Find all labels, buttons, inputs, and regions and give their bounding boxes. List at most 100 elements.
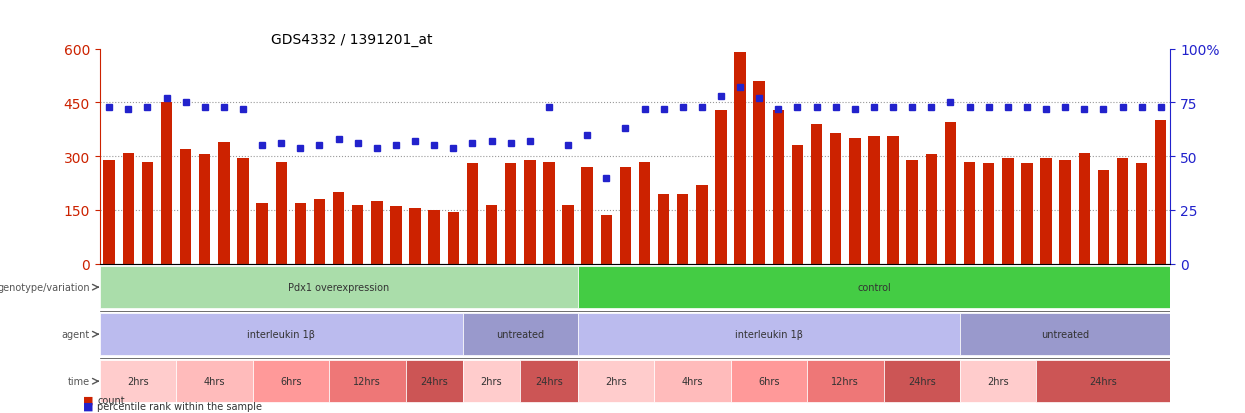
Bar	[984, 164, 995, 264]
Bar	[888, 137, 899, 264]
Bar	[332, 192, 345, 264]
Bar	[238, 159, 249, 264]
Bar	[463, 313, 578, 356]
Text: ■: ■	[83, 401, 93, 411]
Bar	[945, 123, 956, 264]
Bar	[773, 110, 784, 264]
Bar	[448, 212, 459, 264]
Bar	[960, 313, 1170, 356]
Text: ■: ■	[83, 395, 93, 405]
Text: 24hrs: 24hrs	[421, 376, 448, 386]
Bar	[100, 360, 176, 402]
Bar	[925, 155, 937, 264]
Bar	[906, 160, 918, 264]
Bar	[960, 360, 1037, 402]
Text: 12hrs: 12hrs	[354, 376, 381, 386]
Text: 4hrs: 4hrs	[204, 376, 225, 386]
Bar	[1098, 171, 1109, 264]
Bar	[295, 203, 306, 264]
Bar	[1021, 164, 1032, 264]
Bar	[218, 142, 229, 264]
Bar	[122, 153, 134, 264]
Text: percentile rank within the sample: percentile rank within the sample	[97, 401, 263, 411]
Bar	[563, 205, 574, 264]
Text: agent: agent	[62, 330, 90, 339]
Bar	[581, 168, 593, 264]
Bar	[1037, 360, 1170, 402]
Bar	[142, 162, 153, 264]
Bar	[406, 360, 463, 402]
Bar	[199, 155, 210, 264]
Bar	[524, 160, 535, 264]
Text: untreated: untreated	[497, 330, 544, 339]
Bar	[1059, 160, 1071, 264]
Text: genotype/variation: genotype/variation	[0, 282, 90, 292]
Text: 24hrs: 24hrs	[1089, 376, 1117, 386]
Bar	[807, 360, 884, 402]
Bar	[543, 162, 555, 264]
Bar	[486, 205, 497, 264]
Bar	[868, 137, 880, 264]
Bar	[810, 125, 822, 264]
Bar	[731, 360, 807, 402]
Bar	[1002, 159, 1013, 264]
Text: 2hrs: 2hrs	[127, 376, 148, 386]
Bar	[390, 207, 402, 264]
Bar	[103, 160, 115, 264]
Bar	[964, 162, 975, 264]
Bar	[753, 82, 764, 264]
Text: interleukin 1β: interleukin 1β	[248, 330, 315, 339]
Text: count: count	[97, 395, 124, 405]
Bar	[253, 360, 329, 402]
Text: 12hrs: 12hrs	[832, 376, 859, 386]
Bar	[578, 313, 960, 356]
Bar	[884, 360, 960, 402]
Bar	[600, 216, 613, 264]
Bar	[792, 146, 803, 264]
Text: interleukin 1β: interleukin 1β	[735, 330, 803, 339]
Bar	[176, 360, 253, 402]
Bar	[1041, 159, 1052, 264]
Bar	[505, 164, 517, 264]
Text: time: time	[67, 376, 90, 386]
Bar	[410, 209, 421, 264]
Bar	[830, 133, 842, 264]
Text: 2hrs: 2hrs	[987, 376, 1008, 386]
Text: Pdx1 overexpression: Pdx1 overexpression	[288, 282, 390, 292]
Bar	[1078, 153, 1091, 264]
Text: 2hrs: 2hrs	[481, 376, 503, 386]
Bar	[1155, 121, 1167, 264]
Bar	[696, 185, 707, 264]
Bar	[716, 110, 727, 264]
Bar	[352, 205, 364, 264]
Text: 6hrs: 6hrs	[280, 376, 301, 386]
Bar	[620, 168, 631, 264]
Text: 2hrs: 2hrs	[605, 376, 626, 386]
Bar	[100, 266, 578, 309]
Bar	[275, 162, 286, 264]
Text: 6hrs: 6hrs	[758, 376, 779, 386]
Bar	[371, 202, 382, 264]
Bar	[849, 139, 860, 264]
Bar	[428, 210, 439, 264]
Text: 4hrs: 4hrs	[681, 376, 703, 386]
Bar	[256, 203, 268, 264]
Bar	[314, 199, 325, 264]
Bar	[578, 360, 654, 402]
Bar	[657, 194, 670, 264]
Bar	[100, 313, 463, 356]
Text: 24hrs: 24hrs	[908, 376, 936, 386]
Bar	[677, 194, 688, 264]
Text: control: control	[857, 282, 891, 292]
Text: 24hrs: 24hrs	[535, 376, 563, 386]
Bar	[181, 150, 192, 264]
Bar	[520, 360, 578, 402]
Bar	[1135, 164, 1148, 264]
Bar	[161, 103, 172, 264]
Bar	[654, 360, 731, 402]
Bar	[578, 266, 1170, 309]
Text: GDS4332 / 1391201_at: GDS4332 / 1391201_at	[271, 33, 432, 47]
Text: untreated: untreated	[1041, 330, 1089, 339]
Bar	[1117, 159, 1128, 264]
Bar	[639, 162, 650, 264]
